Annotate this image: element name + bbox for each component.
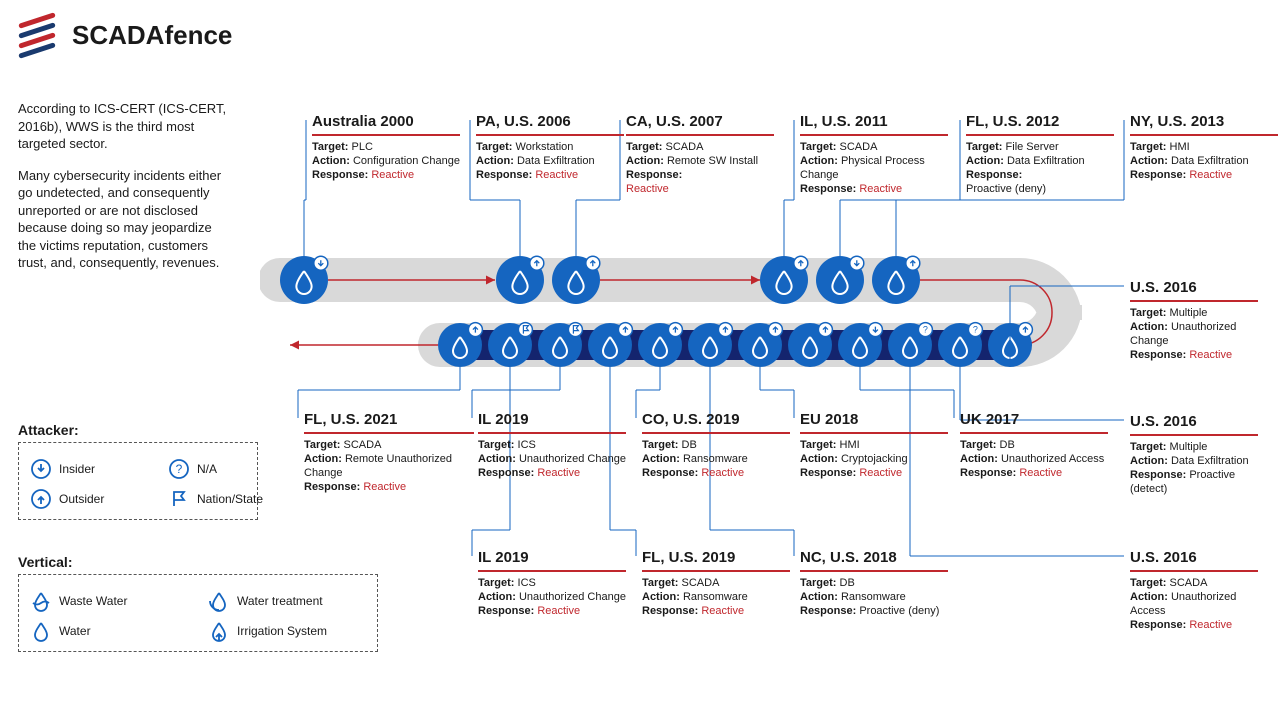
legend-item-treatment: Water treatment <box>207 589 323 613</box>
brand-name: SCADAfence <box>72 20 232 51</box>
legend-item-water: Water <box>29 619 179 643</box>
incident-card: FL, U.S. 2012 Target: File Server Action… <box>966 112 1114 197</box>
intro-p2: Many cybersecurity incidents either go u… <box>18 167 228 272</box>
incident-card: FL, U.S. 2019 Target: SCADA Action: Rans… <box>642 548 790 618</box>
incident-card: UK 2017 Target: DB Action: Unauthorized … <box>960 410 1108 480</box>
legend-item-insider: Insider <box>29 457 139 481</box>
incident-card: CO, U.S. 2019 Target: DB Action: Ransomw… <box>642 410 790 480</box>
incident-card: IL, U.S. 2011 Target: SCADA Action: Phys… <box>800 112 948 197</box>
incident-card: IL 2019 Target: ICS Action: Unauthorized… <box>478 410 626 480</box>
legend-vertical-title: Vertical: <box>18 554 72 570</box>
incident-card: Australia 2000 Target: PLC Action: Confi… <box>312 112 460 182</box>
incident-card: U.S. 2016 Target: SCADA Action: Unauthor… <box>1130 548 1258 633</box>
intro-p1: According to ICS-CERT (ICS-CERT, 2016b),… <box>18 100 228 153</box>
svg-text:?: ? <box>176 462 183 476</box>
incident-card: CA, U.S. 2007 Target: SCADA Action: Remo… <box>626 112 774 197</box>
legend-item-na: ? N/A <box>167 457 277 481</box>
legend-item-wastewater: Waste Water <box>29 589 179 613</box>
svg-text:?: ? <box>973 325 978 335</box>
incident-card: IL 2019 Target: ICS Action: Unauthorized… <box>478 548 626 618</box>
incident-card: EU 2018 Target: HMI Action: Cryptojackin… <box>800 410 948 480</box>
legend-item-nation: Nation/State <box>167 487 277 511</box>
incident-card: U.S. 2016 Target: Multiple Action: Unaut… <box>1130 278 1258 363</box>
incident-card: U.S. 2016 Target: Multiple Action: Data … <box>1130 412 1258 497</box>
legend-item-outsider: Outsider <box>29 487 139 511</box>
legend-attacker: Insider ? N/A Outsider Nation/State <box>18 442 258 520</box>
brand-logo: SCADAfence <box>18 14 232 56</box>
logo-mark <box>18 14 60 56</box>
timeline-track: ?? <box>260 230 1090 430</box>
incident-card: PA, U.S. 2006 Target: Workstation Action… <box>476 112 624 182</box>
legend-attacker-title: Attacker: <box>18 422 79 438</box>
intro-text: According to ICS-CERT (ICS-CERT, 2016b),… <box>18 100 228 286</box>
incident-card: NC, U.S. 2018 Target: DB Action: Ransomw… <box>800 548 948 618</box>
incident-card: FL, U.S. 2021 Target: SCADA Action: Remo… <box>304 410 474 495</box>
svg-text:?: ? <box>923 325 928 335</box>
incident-card: NY, U.S. 2013 Target: HMI Action: Data E… <box>1130 112 1278 182</box>
legend-vertical: Waste Water Water treatment Water Irriga… <box>18 574 378 652</box>
legend-item-irrigation: Irrigation System <box>207 619 327 643</box>
